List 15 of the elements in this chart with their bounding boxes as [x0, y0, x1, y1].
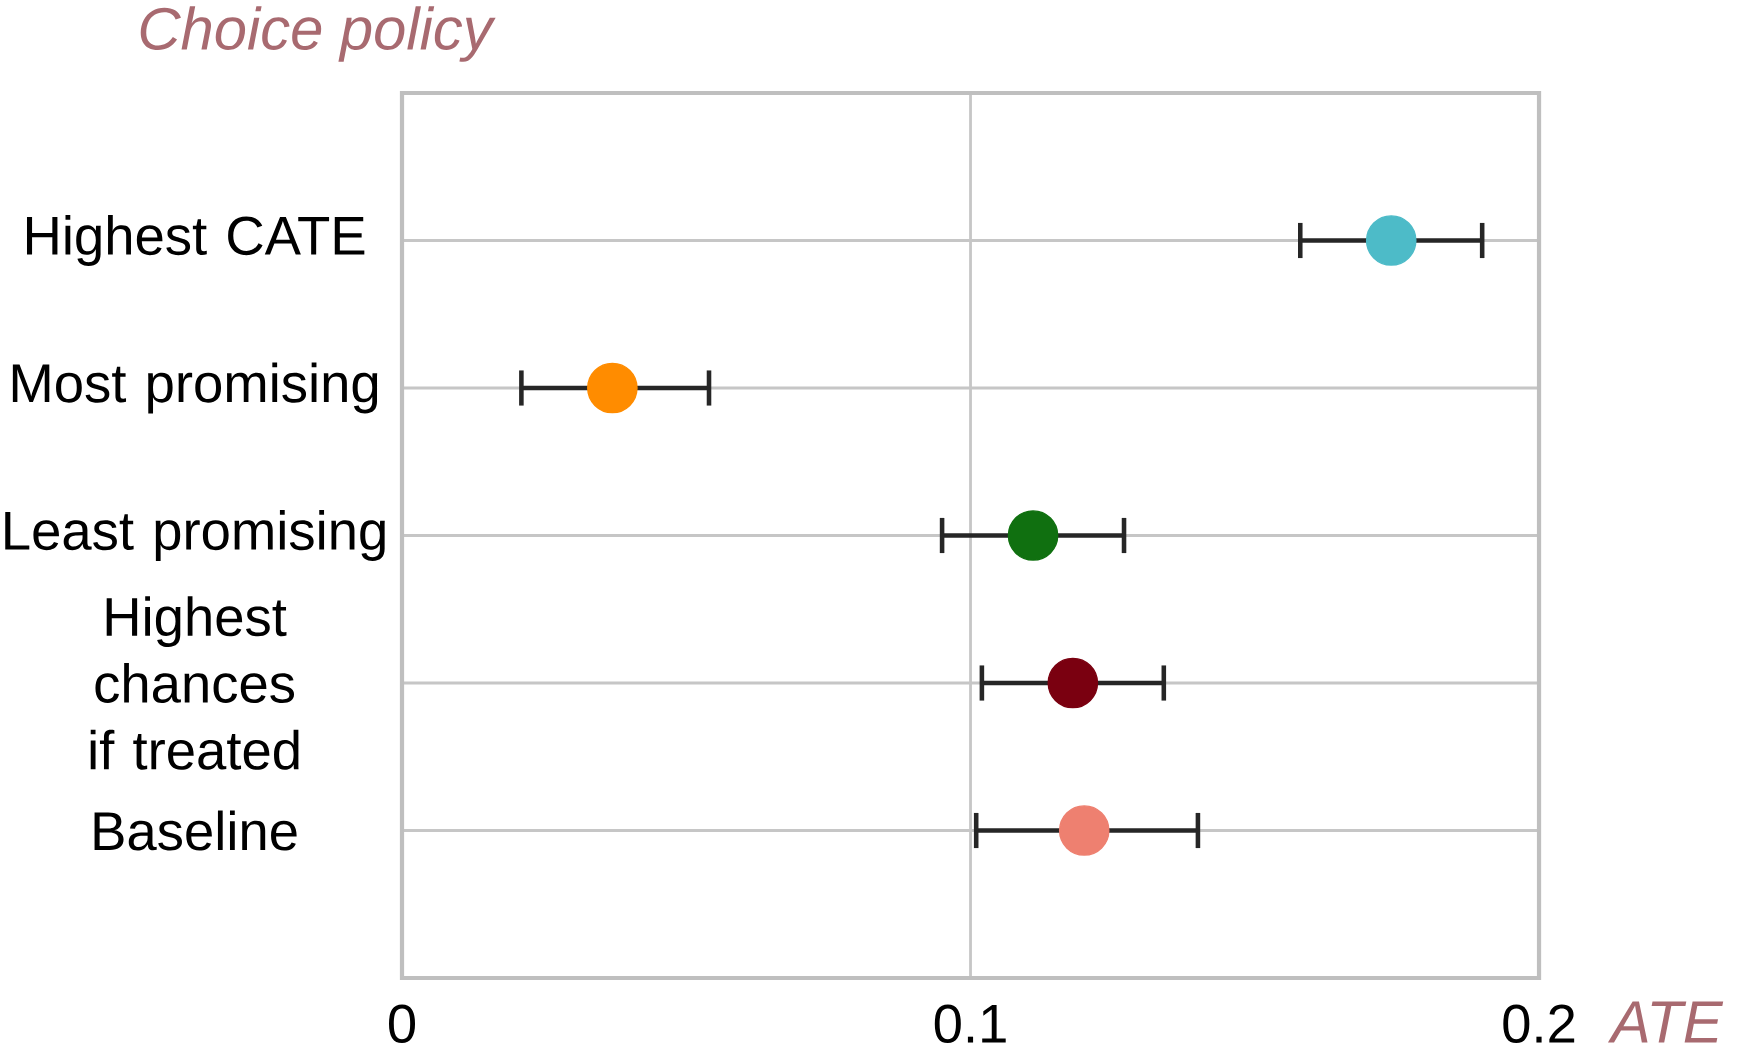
- x-tick-label: 0.1: [934, 1004, 1006, 1044]
- point: [1007, 510, 1059, 561]
- y-axis-title: Choice policy: [140, 6, 496, 62]
- x-axis-title: ATE: [1607, 1001, 1724, 1043]
- y-tick-label: Highest chances if treated: [90, 596, 299, 770]
- y-tick-label: Most promising: [12, 362, 378, 414]
- y-tick-label: Least promising: [5, 510, 385, 561]
- y-tick-label: Baseline: [94, 810, 297, 851]
- point: [1047, 657, 1099, 709]
- x-tick-label: 0: [389, 1004, 416, 1044]
- point: [1058, 805, 1110, 856]
- x-tick-label: 0.2: [1503, 1004, 1575, 1044]
- point: [1365, 215, 1417, 266]
- point: [587, 362, 638, 414]
- y-tick-label: Highest CATE: [26, 215, 365, 266]
